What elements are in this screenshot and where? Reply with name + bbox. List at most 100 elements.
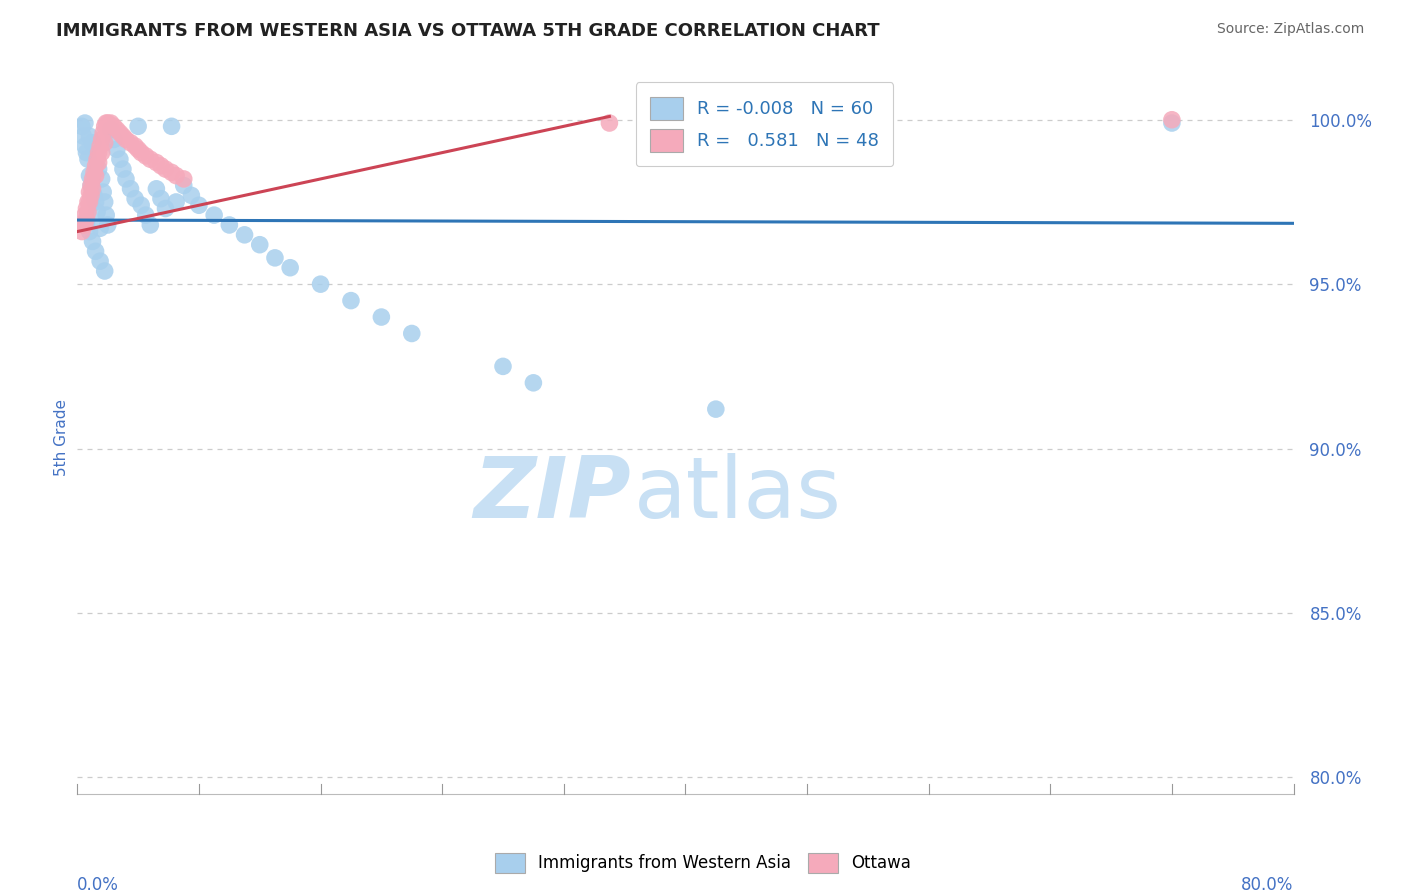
Point [84, 159, 107, 173]
Point [79, 194, 101, 209]
Point [160, 165, 183, 179]
Point [160, 120, 183, 134]
Legend: Immigrants from Western Asia, Ottawa: Immigrants from Western Asia, Ottawa [488, 847, 918, 880]
Point [173, 172, 195, 186]
Point [249, 237, 271, 252]
Y-axis label: 5th Grade: 5th Grade [53, 399, 69, 475]
Point [89, 221, 111, 235]
Point [108, 126, 131, 140]
Point [135, 149, 157, 163]
Point [97, 116, 120, 130]
Point [73, 218, 96, 232]
Point [145, 155, 167, 169]
Point [96, 116, 118, 130]
Point [155, 202, 177, 216]
Point [139, 218, 162, 232]
Point [96, 208, 118, 222]
Point [309, 277, 332, 292]
Point [79, 225, 101, 239]
Point [105, 122, 128, 136]
Point [75, 202, 97, 216]
Point [80, 188, 103, 202]
Point [84, 169, 107, 183]
Point [91, 185, 114, 199]
Text: 80.0%: 80.0% [1241, 876, 1294, 892]
Point [93, 136, 115, 150]
Point [77, 204, 100, 219]
Point [111, 129, 134, 144]
Point [165, 194, 187, 209]
Point [86, 204, 108, 219]
Point [202, 208, 225, 222]
Point [129, 145, 152, 160]
Point [79, 169, 101, 183]
Point [84, 244, 107, 259]
Point [84, 194, 107, 209]
Point [82, 172, 104, 186]
Point [149, 159, 172, 173]
Point [370, 310, 392, 324]
Point [127, 120, 149, 134]
Point [77, 194, 100, 209]
Point [72, 218, 94, 232]
Point [188, 198, 211, 212]
Point [340, 293, 363, 308]
Point [75, 215, 97, 229]
Point [180, 188, 202, 202]
Point [598, 116, 620, 130]
Text: 0.0%: 0.0% [77, 876, 120, 892]
Point [264, 251, 287, 265]
Point [149, 192, 172, 206]
Point [218, 218, 240, 232]
Point [72, 129, 94, 144]
Point [233, 227, 256, 242]
Point [100, 116, 122, 130]
Point [75, 211, 97, 226]
Point [105, 142, 128, 156]
Point [129, 198, 152, 212]
Point [103, 132, 125, 146]
Point [100, 122, 122, 136]
Point [103, 120, 125, 134]
Point [278, 260, 301, 275]
Point [120, 182, 142, 196]
Point [145, 182, 167, 196]
Point [83, 188, 105, 202]
Point [115, 132, 138, 146]
Text: Source: ZipAtlas.com: Source: ZipAtlas.com [1216, 22, 1364, 37]
Point [124, 139, 146, 153]
Point [90, 172, 112, 186]
Point [70, 120, 93, 134]
Point [93, 194, 115, 209]
Point [89, 139, 111, 153]
Legend: R = -0.008   N = 60, R =   0.581   N = 48: R = -0.008 N = 60, R = 0.581 N = 48 [636, 82, 893, 167]
Point [127, 142, 149, 156]
Point [73, 208, 96, 222]
Point [80, 178, 103, 193]
Point [82, 235, 104, 249]
Point [522, 376, 544, 390]
Point [82, 136, 104, 150]
Text: atlas: atlas [634, 452, 842, 536]
Point [87, 145, 110, 160]
Point [77, 152, 100, 166]
Point [80, 178, 103, 193]
Point [97, 218, 120, 232]
Point [82, 182, 104, 196]
Point [73, 116, 96, 130]
Point [135, 208, 157, 222]
Text: ZIP: ZIP [472, 452, 631, 536]
Point [93, 120, 115, 134]
Point [79, 129, 101, 144]
Point [124, 192, 146, 206]
Point [87, 155, 110, 169]
Point [139, 152, 162, 166]
Point [90, 132, 112, 146]
Point [1161, 112, 1184, 127]
Point [173, 178, 195, 193]
Point [89, 254, 111, 268]
Text: IMMIGRANTS FROM WESTERN ASIA VS OTTAWA 5TH GRADE CORRELATION CHART: IMMIGRANTS FROM WESTERN ASIA VS OTTAWA 5… [56, 22, 880, 40]
Point [1161, 116, 1184, 130]
Point [492, 359, 515, 374]
Point [73, 139, 96, 153]
